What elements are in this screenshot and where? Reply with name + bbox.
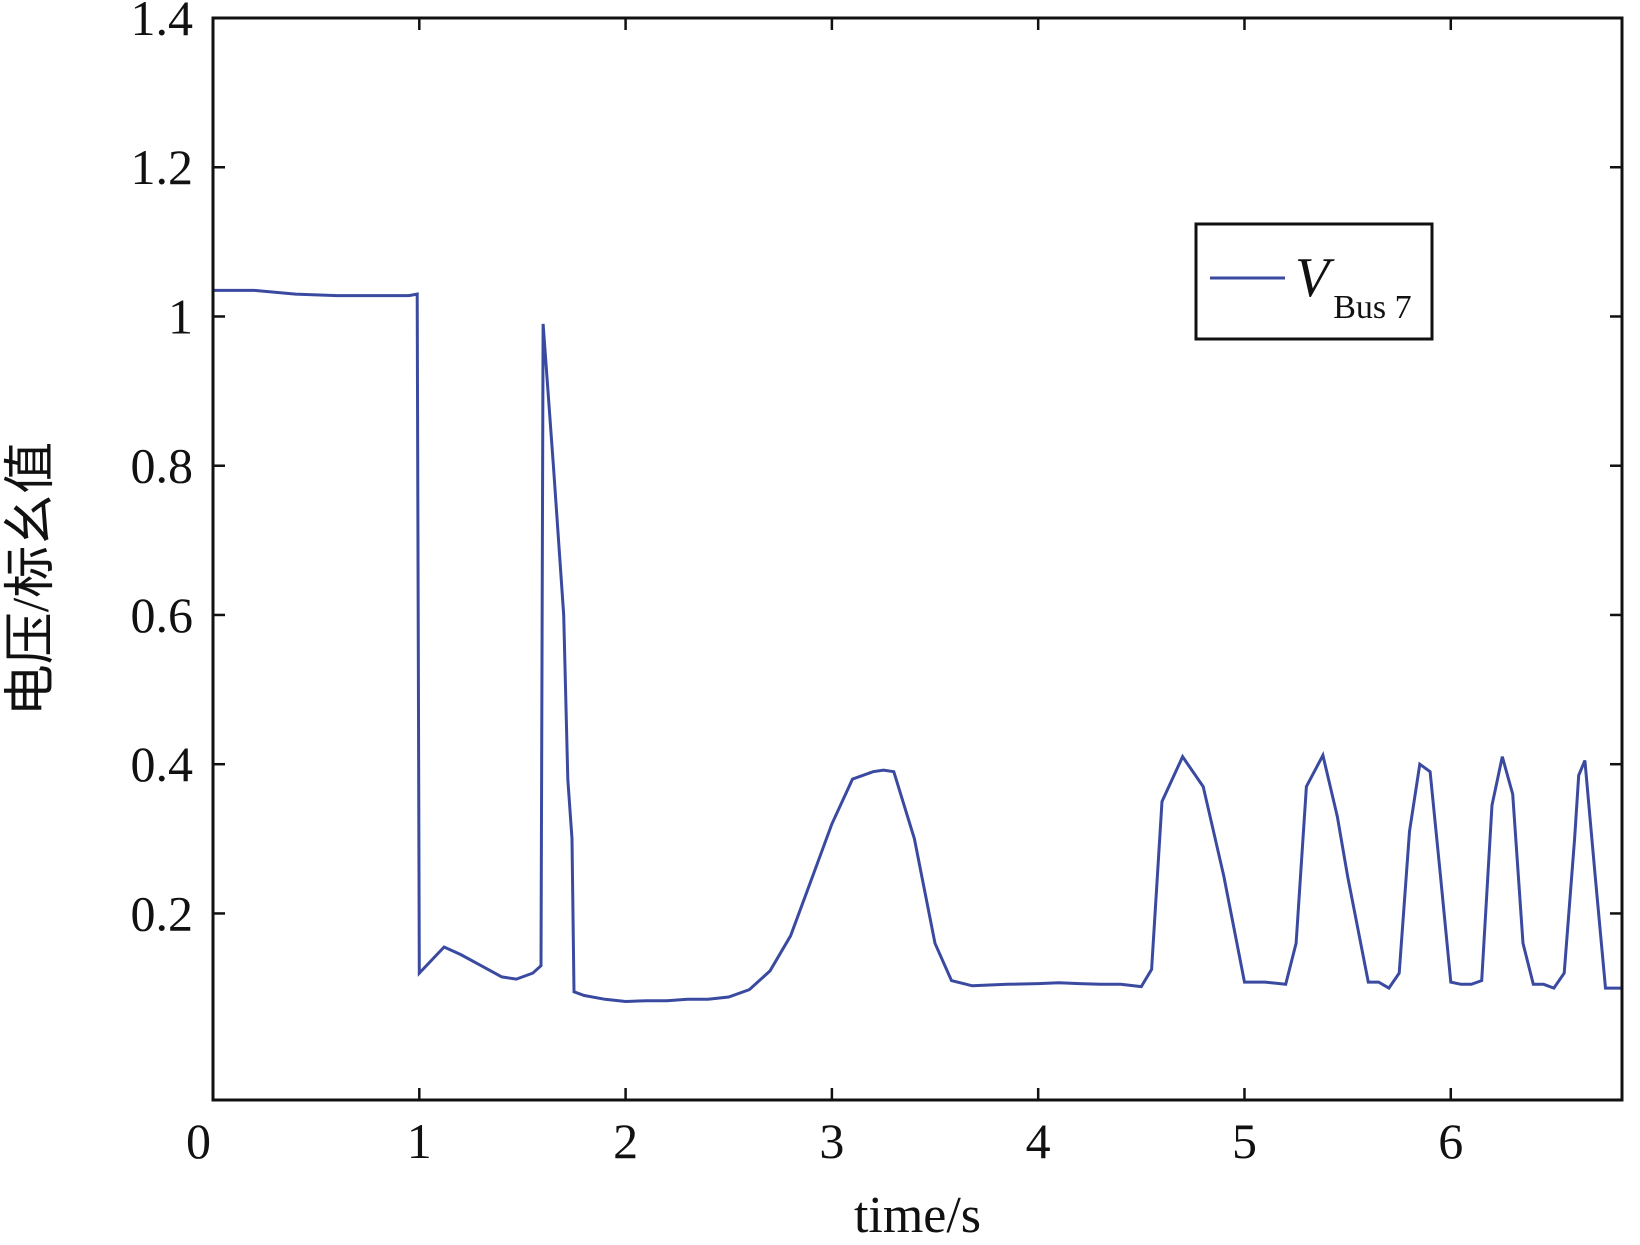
x-tick-label: 5 [1232,1113,1257,1169]
series-line-v-bus7 [213,288,1622,1004]
legend-label: V Bus 7 [1295,247,1412,326]
x-tick-label: 2 [613,1113,638,1169]
legend-label-main: V [1295,247,1335,309]
x-tick-label: 3 [819,1113,844,1169]
y-axis-label: 电压/标幺值 [3,442,60,716]
y-tick-label: 1.4 [131,0,194,46]
axes-frame [211,16,1624,1102]
y-tick-label: 0.6 [131,587,194,643]
y-tick-label: 0.4 [131,736,194,792]
x-tick-label: 4 [1026,1113,1051,1169]
y-axis: 0.2 0.4 0.6 0.8 1 1.2 1.4 [131,0,1622,941]
plot-area [213,288,1622,1004]
x-axis-label: time/s [854,1187,981,1244]
legend-box [1194,222,1434,341]
y-tick-label: 1 [168,288,193,344]
x-tick-label: 1 [407,1113,432,1169]
x-tick-label: 6 [1438,1113,1463,1169]
legend: V Bus 7 [1194,222,1434,341]
y-tick-label: 0.8 [131,438,194,494]
x-axis: 0 1 2 3 4 5 6 [186,18,1463,1169]
y-tick-label: 1.2 [131,139,194,195]
y-tick-label: 0.2 [131,885,194,941]
legend-label-subscript: Bus 7 [1333,289,1411,326]
x-tick-label: 0 [186,1113,211,1169]
